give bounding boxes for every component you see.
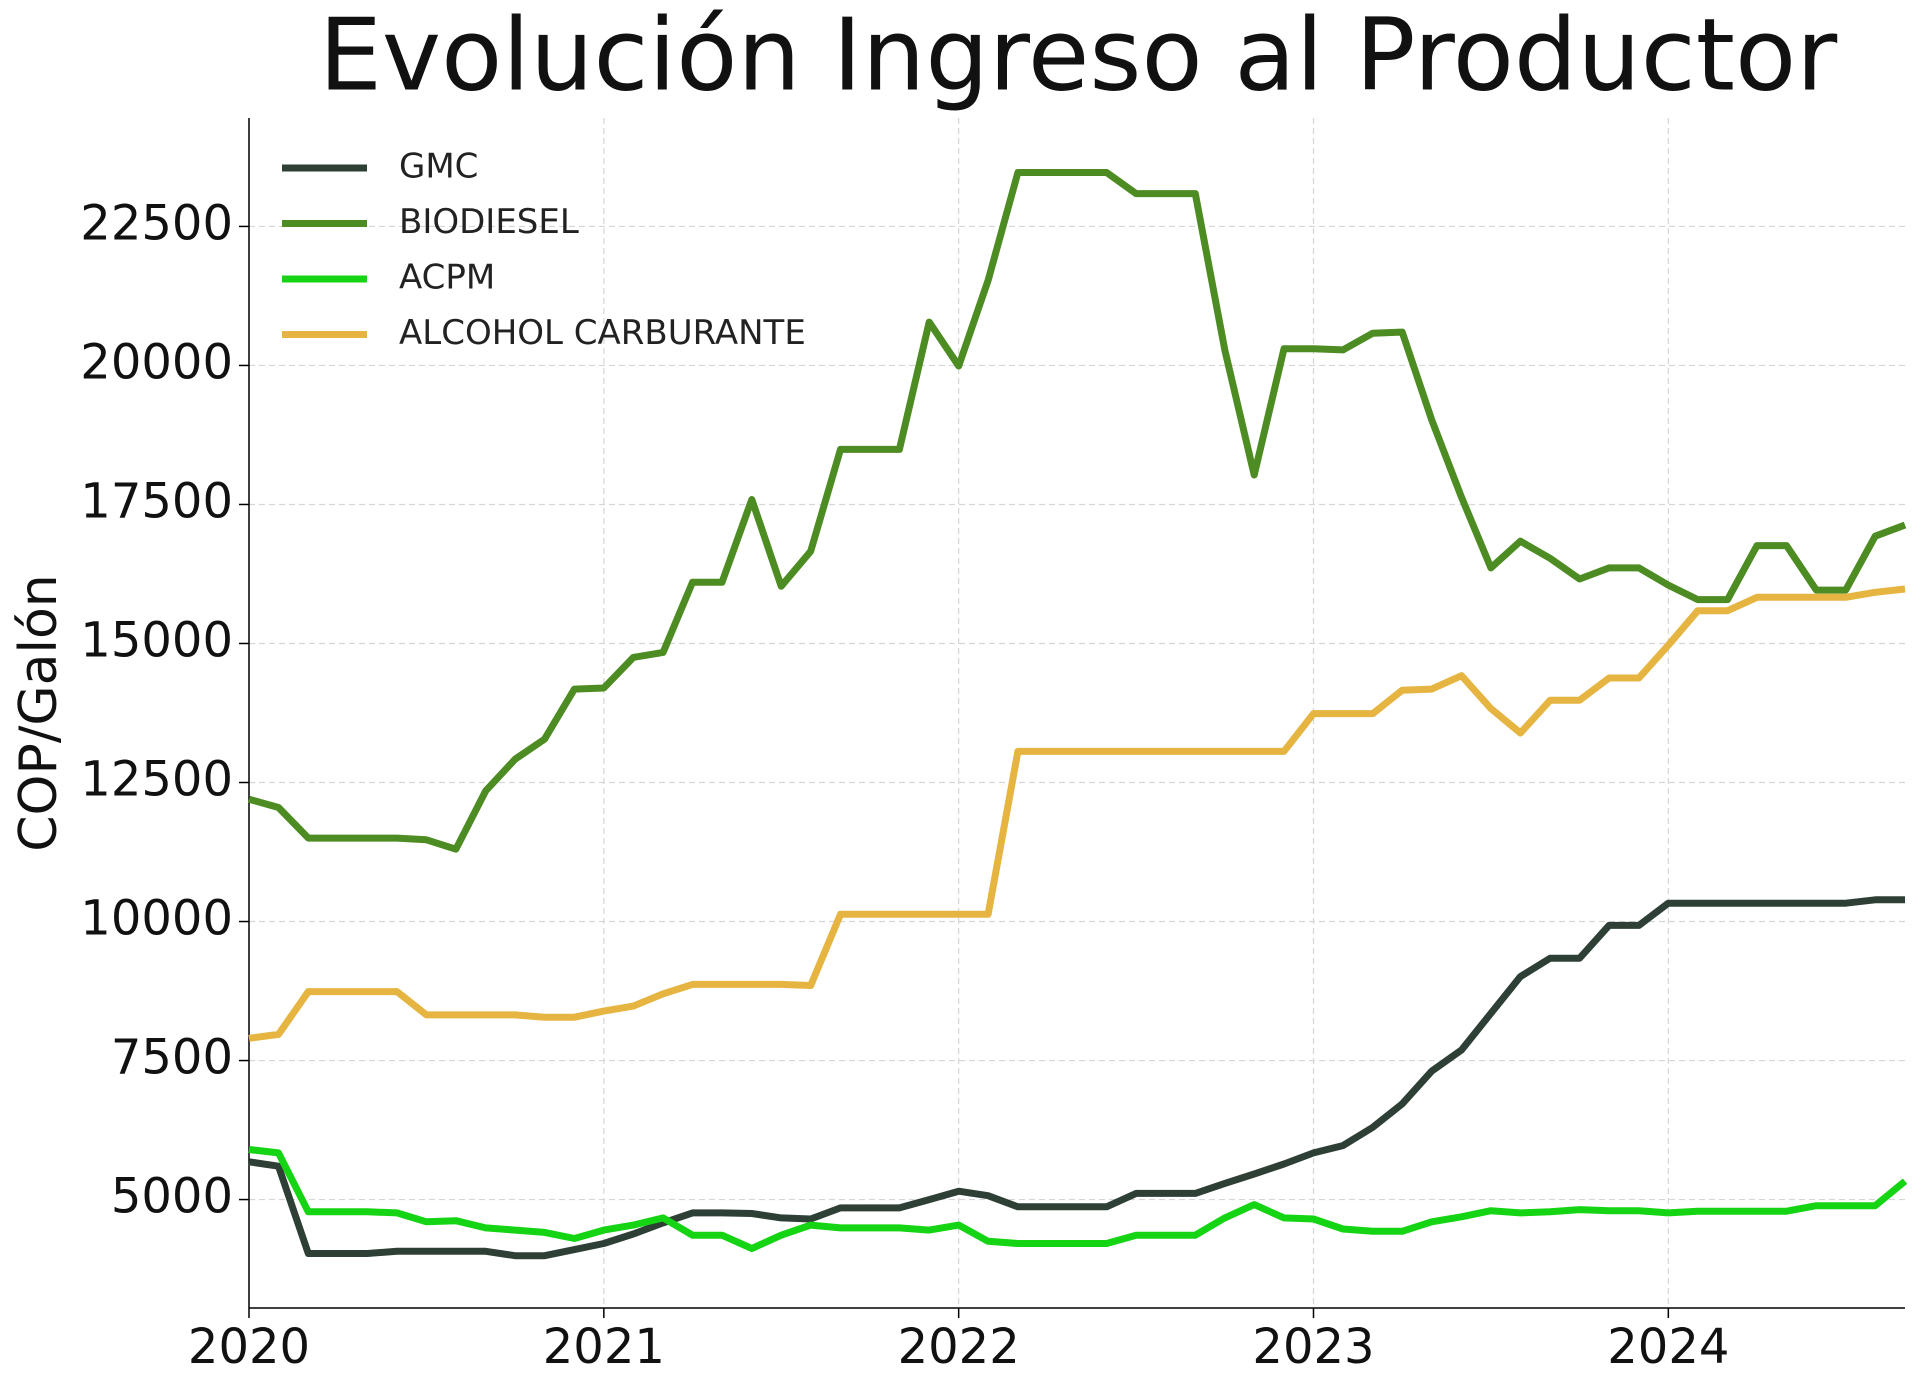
chart-title: Evolución Ingreso al Productor: [319, 0, 1838, 113]
line-series: [248, 169, 1907, 853]
legend-label: BIODIESEL: [399, 202, 579, 242]
x-tick-label: 2020: [188, 1319, 310, 1375]
y-tick-label: 20000: [80, 334, 233, 390]
legend-label: ALCOHOL CARBURANTE: [399, 313, 806, 353]
x-tick-label: 2024: [1607, 1319, 1729, 1375]
line-series: [248, 585, 1906, 1042]
y-tick-label: 5000: [111, 1169, 233, 1225]
y-tick-label: 17500: [80, 473, 233, 529]
y-tick-label: 15000: [80, 612, 233, 668]
y-axis-label: COP/Galón: [9, 574, 69, 852]
x-tick-label: 2021: [543, 1319, 665, 1375]
line-series: [248, 1146, 1908, 1252]
x-tick-label: 2022: [898, 1319, 1020, 1375]
y-tick-label: 22500: [80, 195, 233, 251]
x-tick-label: 2023: [1252, 1319, 1374, 1375]
y-tick-label: 12500: [80, 752, 233, 808]
legend-label: ACPM: [399, 258, 495, 298]
y-tick-label: 7500: [111, 1030, 233, 1086]
line-series: [248, 896, 1905, 1260]
legend-label: GMC: [399, 147, 478, 187]
y-tick-label: 10000: [80, 891, 233, 947]
